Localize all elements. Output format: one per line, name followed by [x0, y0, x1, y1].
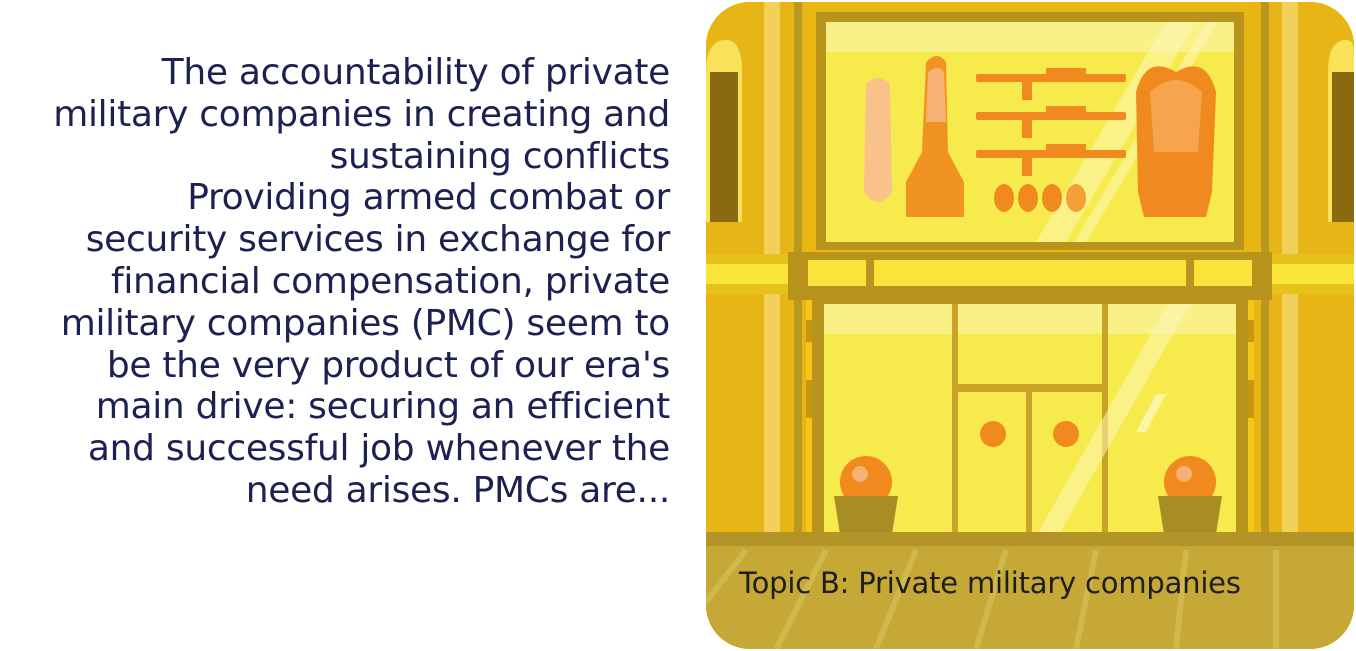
- card-caption: Topic B: Private military companies: [739, 566, 1241, 600]
- article-excerpt: Providing armed combat or security servi…: [60, 177, 671, 511]
- article-title: The accountability of private military c…: [53, 52, 670, 177]
- article-text: The accountability of private military c…: [40, 52, 670, 512]
- topic-card[interactable]: [706, 2, 1354, 649]
- storefront-weapons-shop-illustration: [706, 2, 1354, 649]
